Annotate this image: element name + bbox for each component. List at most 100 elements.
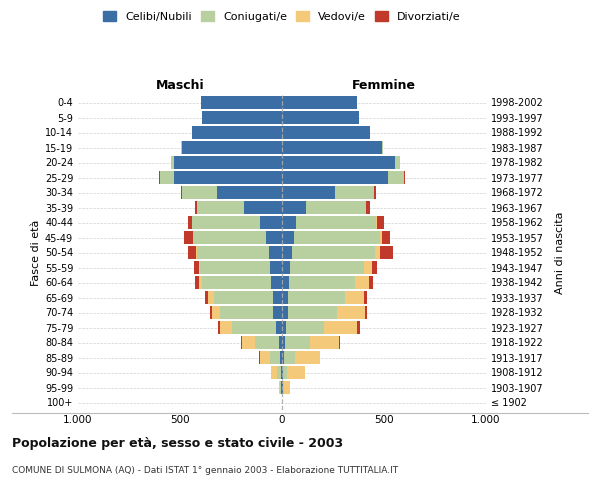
Bar — [220, 306, 273, 319]
Bar — [270, 351, 280, 364]
Bar — [217, 186, 282, 199]
Bar — [286, 321, 324, 334]
Bar — [195, 201, 197, 214]
Bar — [290, 261, 364, 274]
Bar — [372, 261, 377, 274]
Bar — [374, 186, 376, 199]
Legend: Celibi/Nubili, Coniugati/e, Vedovi/e, Divorziati/e: Celibi/Nubili, Coniugati/e, Vedovi/e, Di… — [100, 8, 464, 25]
Bar — [256, 336, 279, 349]
Bar — [209, 306, 212, 319]
Bar — [288, 306, 337, 319]
Bar — [366, 201, 370, 214]
Bar — [273, 291, 282, 304]
Bar — [282, 321, 286, 334]
Bar — [375, 246, 380, 259]
Bar — [287, 366, 305, 379]
Bar — [182, 186, 217, 199]
Bar — [283, 381, 284, 394]
Bar — [182, 141, 282, 154]
Text: Femmine: Femmine — [352, 79, 416, 92]
Bar — [282, 276, 289, 289]
Bar — [269, 246, 282, 259]
Bar — [202, 96, 282, 109]
Bar — [208, 291, 214, 304]
Bar — [382, 141, 383, 154]
Bar — [395, 156, 400, 169]
Bar — [388, 171, 404, 184]
Bar — [282, 156, 395, 169]
Bar — [364, 261, 372, 274]
Bar — [404, 171, 406, 184]
Y-axis label: Anni di nascita: Anni di nascita — [555, 211, 565, 294]
Bar — [218, 321, 220, 334]
Bar — [355, 276, 369, 289]
Bar — [376, 216, 377, 229]
Text: COMUNE DI SULMONA (AQ) - Dati ISTAT 1° gennaio 2003 - Elaborazione TUTTITALIA.IT: COMUNE DI SULMONA (AQ) - Dati ISTAT 1° g… — [12, 466, 398, 475]
Bar — [281, 381, 282, 394]
Bar — [337, 306, 365, 319]
Bar — [283, 366, 287, 379]
Bar — [158, 171, 160, 184]
Bar — [358, 321, 359, 334]
Bar — [202, 276, 271, 289]
Bar — [380, 246, 393, 259]
Bar — [282, 231, 294, 244]
Bar — [310, 336, 339, 349]
Text: Popolazione per età, sesso e stato civile - 2003: Popolazione per età, sesso e stato civil… — [12, 438, 343, 450]
Bar — [282, 306, 288, 319]
Bar — [282, 351, 284, 364]
Bar — [188, 216, 192, 229]
Bar — [294, 231, 380, 244]
Bar — [194, 261, 199, 274]
Bar — [282, 201, 307, 214]
Bar — [276, 321, 282, 334]
Bar — [188, 246, 196, 259]
Bar — [181, 186, 182, 199]
Bar — [282, 111, 359, 124]
Bar — [292, 246, 375, 259]
Bar — [260, 351, 270, 364]
Bar — [377, 216, 383, 229]
Bar — [282, 366, 283, 379]
Bar — [199, 261, 200, 274]
Bar — [335, 186, 374, 199]
Bar — [339, 336, 340, 349]
Bar — [307, 201, 365, 214]
Bar — [196, 276, 199, 289]
Bar — [181, 141, 182, 154]
Bar — [282, 381, 283, 394]
Bar — [324, 321, 358, 334]
Bar — [282, 171, 388, 184]
Bar — [202, 111, 282, 124]
Bar — [160, 171, 174, 184]
Bar — [295, 351, 320, 364]
Bar — [200, 261, 270, 274]
Bar — [242, 336, 256, 349]
Bar — [192, 126, 282, 139]
Bar — [281, 366, 282, 379]
Bar — [206, 291, 208, 304]
Bar — [282, 141, 382, 154]
Bar — [282, 126, 370, 139]
Bar — [214, 291, 273, 304]
Bar — [296, 216, 376, 229]
Bar — [197, 201, 244, 214]
Bar — [280, 351, 282, 364]
Bar — [364, 291, 367, 304]
Bar — [232, 321, 276, 334]
Bar — [184, 231, 193, 244]
Bar — [382, 231, 390, 244]
Bar — [285, 336, 310, 349]
Bar — [197, 246, 269, 259]
Bar — [282, 216, 296, 229]
Text: Maschi: Maschi — [155, 79, 205, 92]
Bar — [171, 156, 174, 169]
Bar — [192, 216, 260, 229]
Bar — [282, 291, 288, 304]
Bar — [284, 381, 290, 394]
Bar — [282, 261, 290, 274]
Bar — [365, 201, 366, 214]
Bar — [220, 321, 232, 334]
Bar — [277, 366, 281, 379]
Bar — [199, 276, 202, 289]
